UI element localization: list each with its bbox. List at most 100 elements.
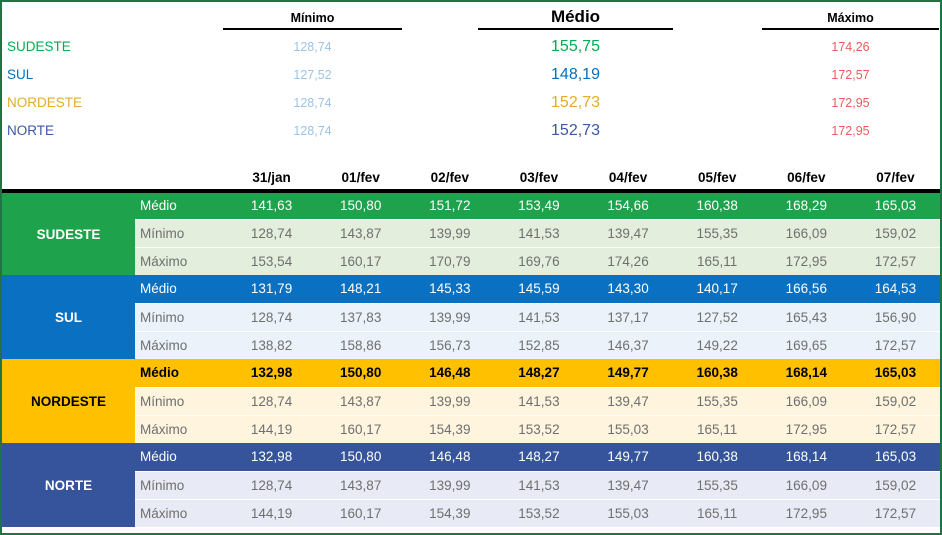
row-label-cell[interactable]: Máximo bbox=[135, 414, 227, 443]
value-cell[interactable]: 165,11 bbox=[672, 498, 762, 527]
value-cell[interactable]: 128,74 bbox=[227, 386, 317, 415]
value-cell[interactable]: 166,56 bbox=[761, 275, 851, 303]
value-cell[interactable]: 143,87 bbox=[316, 470, 406, 499]
value-cell[interactable]: 159,02 bbox=[850, 470, 940, 499]
value-cell[interactable]: 172,57 bbox=[850, 414, 940, 443]
value-cell[interactable]: 166,09 bbox=[761, 386, 851, 415]
summary-minimo-value[interactable]: 128,74 bbox=[293, 40, 332, 54]
value-cell[interactable]: 141,63 bbox=[227, 191, 317, 219]
value-cell[interactable]: 165,03 bbox=[850, 191, 940, 219]
value-cell[interactable]: 155,03 bbox=[583, 414, 673, 443]
value-cell[interactable]: 174,26 bbox=[583, 246, 673, 275]
value-cell[interactable]: 150,80 bbox=[316, 359, 406, 387]
value-cell[interactable]: 137,83 bbox=[316, 302, 406, 331]
value-cell[interactable]: 139,99 bbox=[405, 386, 495, 415]
value-cell[interactable]: 151,72 bbox=[405, 191, 495, 219]
value-cell[interactable]: 128,74 bbox=[227, 470, 317, 499]
value-cell[interactable]: 172,95 bbox=[761, 246, 851, 275]
row-label-cell[interactable]: Mínimo bbox=[135, 218, 227, 247]
summary-region-sudeste[interactable]: SUDESTE bbox=[7, 39, 71, 54]
value-cell[interactable]: 132,98 bbox=[227, 443, 317, 471]
value-cell[interactable]: 160,17 bbox=[316, 498, 406, 527]
value-cell[interactable]: 168,14 bbox=[761, 443, 851, 471]
value-cell[interactable]: 159,02 bbox=[850, 386, 940, 415]
value-cell[interactable]: 149,77 bbox=[583, 359, 673, 387]
value-cell[interactable]: 153,52 bbox=[494, 414, 584, 443]
summary-maximo-value[interactable]: 172,95 bbox=[831, 124, 870, 138]
value-cell[interactable]: 165,03 bbox=[850, 359, 940, 387]
value-cell[interactable]: 154,39 bbox=[405, 498, 495, 527]
value-cell[interactable]: 140,17 bbox=[672, 275, 762, 303]
value-cell[interactable]: 148,27 bbox=[494, 359, 584, 387]
value-cell[interactable]: 143,87 bbox=[316, 218, 406, 247]
date-header-cell[interactable]: 06/fev bbox=[761, 159, 851, 193]
value-cell[interactable]: 141,53 bbox=[494, 386, 584, 415]
value-cell[interactable]: 153,54 bbox=[227, 246, 317, 275]
summary-region-nordeste[interactable]: NORDESTE bbox=[7, 95, 83, 110]
row-label-cell[interactable]: Mínimo bbox=[135, 302, 227, 331]
value-cell[interactable]: 166,09 bbox=[761, 470, 851, 499]
summary-maximo-value[interactable]: 172,95 bbox=[831, 96, 870, 110]
region-label-cell[interactable]: SUL bbox=[2, 275, 135, 359]
value-cell[interactable]: 148,21 bbox=[316, 275, 406, 303]
value-cell[interactable]: 143,30 bbox=[583, 275, 673, 303]
value-cell[interactable]: 141,53 bbox=[494, 218, 584, 247]
value-cell[interactable]: 138,82 bbox=[227, 330, 317, 359]
row-label-cell[interactable]: Mínimo bbox=[135, 470, 227, 499]
value-cell[interactable]: 153,49 bbox=[494, 191, 584, 219]
value-cell[interactable]: 168,29 bbox=[761, 191, 851, 219]
date-header-cell[interactable]: 02/fev bbox=[405, 159, 495, 193]
value-cell[interactable]: 132,98 bbox=[227, 359, 317, 387]
row-label-cell[interactable]: Médio bbox=[135, 443, 227, 471]
date-header-cell[interactable]: 03/fev bbox=[494, 159, 584, 193]
summary-medio-value[interactable]: 148,19 bbox=[551, 66, 600, 83]
value-cell[interactable]: 146,37 bbox=[583, 330, 673, 359]
value-cell[interactable]: 155,35 bbox=[672, 218, 762, 247]
row-label-cell[interactable]: Máximo bbox=[135, 498, 227, 527]
value-cell[interactable]: 139,47 bbox=[583, 218, 673, 247]
value-cell[interactable]: 127,52 bbox=[672, 302, 762, 331]
value-cell[interactable]: 165,11 bbox=[672, 246, 762, 275]
value-cell[interactable]: 160,38 bbox=[672, 191, 762, 219]
value-cell[interactable]: 155,35 bbox=[672, 470, 762, 499]
value-cell[interactable]: 156,73 bbox=[405, 330, 495, 359]
value-cell[interactable]: 160,38 bbox=[672, 359, 762, 387]
value-cell[interactable]: 172,57 bbox=[850, 246, 940, 275]
value-cell[interactable]: 150,80 bbox=[316, 191, 406, 219]
value-cell[interactable]: 172,57 bbox=[850, 330, 940, 359]
value-cell[interactable]: 131,79 bbox=[227, 275, 317, 303]
value-cell[interactable]: 172,95 bbox=[761, 498, 851, 527]
date-header-cell[interactable]: 04/fev bbox=[583, 159, 673, 193]
value-cell[interactable]: 139,99 bbox=[405, 470, 495, 499]
value-cell[interactable]: 144,19 bbox=[227, 414, 317, 443]
value-cell[interactable]: 172,57 bbox=[850, 498, 940, 527]
value-cell[interactable]: 169,65 bbox=[761, 330, 851, 359]
value-cell[interactable]: 145,33 bbox=[405, 275, 495, 303]
row-label-cell[interactable]: Médio bbox=[135, 191, 227, 219]
summary-medio-value[interactable]: 152,73 bbox=[551, 94, 600, 111]
value-cell[interactable]: 156,90 bbox=[850, 302, 940, 331]
value-cell[interactable]: 160,38 bbox=[672, 443, 762, 471]
value-cell[interactable]: 169,76 bbox=[494, 246, 584, 275]
value-cell[interactable]: 128,74 bbox=[227, 302, 317, 331]
value-cell[interactable]: 139,47 bbox=[583, 386, 673, 415]
value-cell[interactable]: 154,39 bbox=[405, 414, 495, 443]
row-label-cell[interactable]: Máximo bbox=[135, 330, 227, 359]
summary-medio-value[interactable]: 155,75 bbox=[551, 38, 600, 55]
value-cell[interactable]: 155,35 bbox=[672, 386, 762, 415]
region-label-cell[interactable]: NORDESTE bbox=[2, 359, 135, 443]
value-cell[interactable]: 139,47 bbox=[583, 470, 673, 499]
value-cell[interactable]: 141,53 bbox=[494, 302, 584, 331]
value-cell[interactable]: 146,48 bbox=[405, 359, 495, 387]
value-cell[interactable]: 143,87 bbox=[316, 386, 406, 415]
summary-maximo-value[interactable]: 174,26 bbox=[831, 40, 870, 54]
value-cell[interactable]: 165,43 bbox=[761, 302, 851, 331]
date-header-cell[interactable]: 31/jan bbox=[227, 159, 317, 193]
row-label-cell[interactable]: Máximo bbox=[135, 246, 227, 275]
row-label-cell[interactable]: Mínimo bbox=[135, 386, 227, 415]
summary-region-norte[interactable]: NORTE bbox=[7, 123, 55, 138]
value-cell[interactable]: 153,52 bbox=[494, 498, 584, 527]
value-cell[interactable]: 166,09 bbox=[761, 218, 851, 247]
value-cell[interactable]: 154,66 bbox=[583, 191, 673, 219]
value-cell[interactable]: 168,14 bbox=[761, 359, 851, 387]
